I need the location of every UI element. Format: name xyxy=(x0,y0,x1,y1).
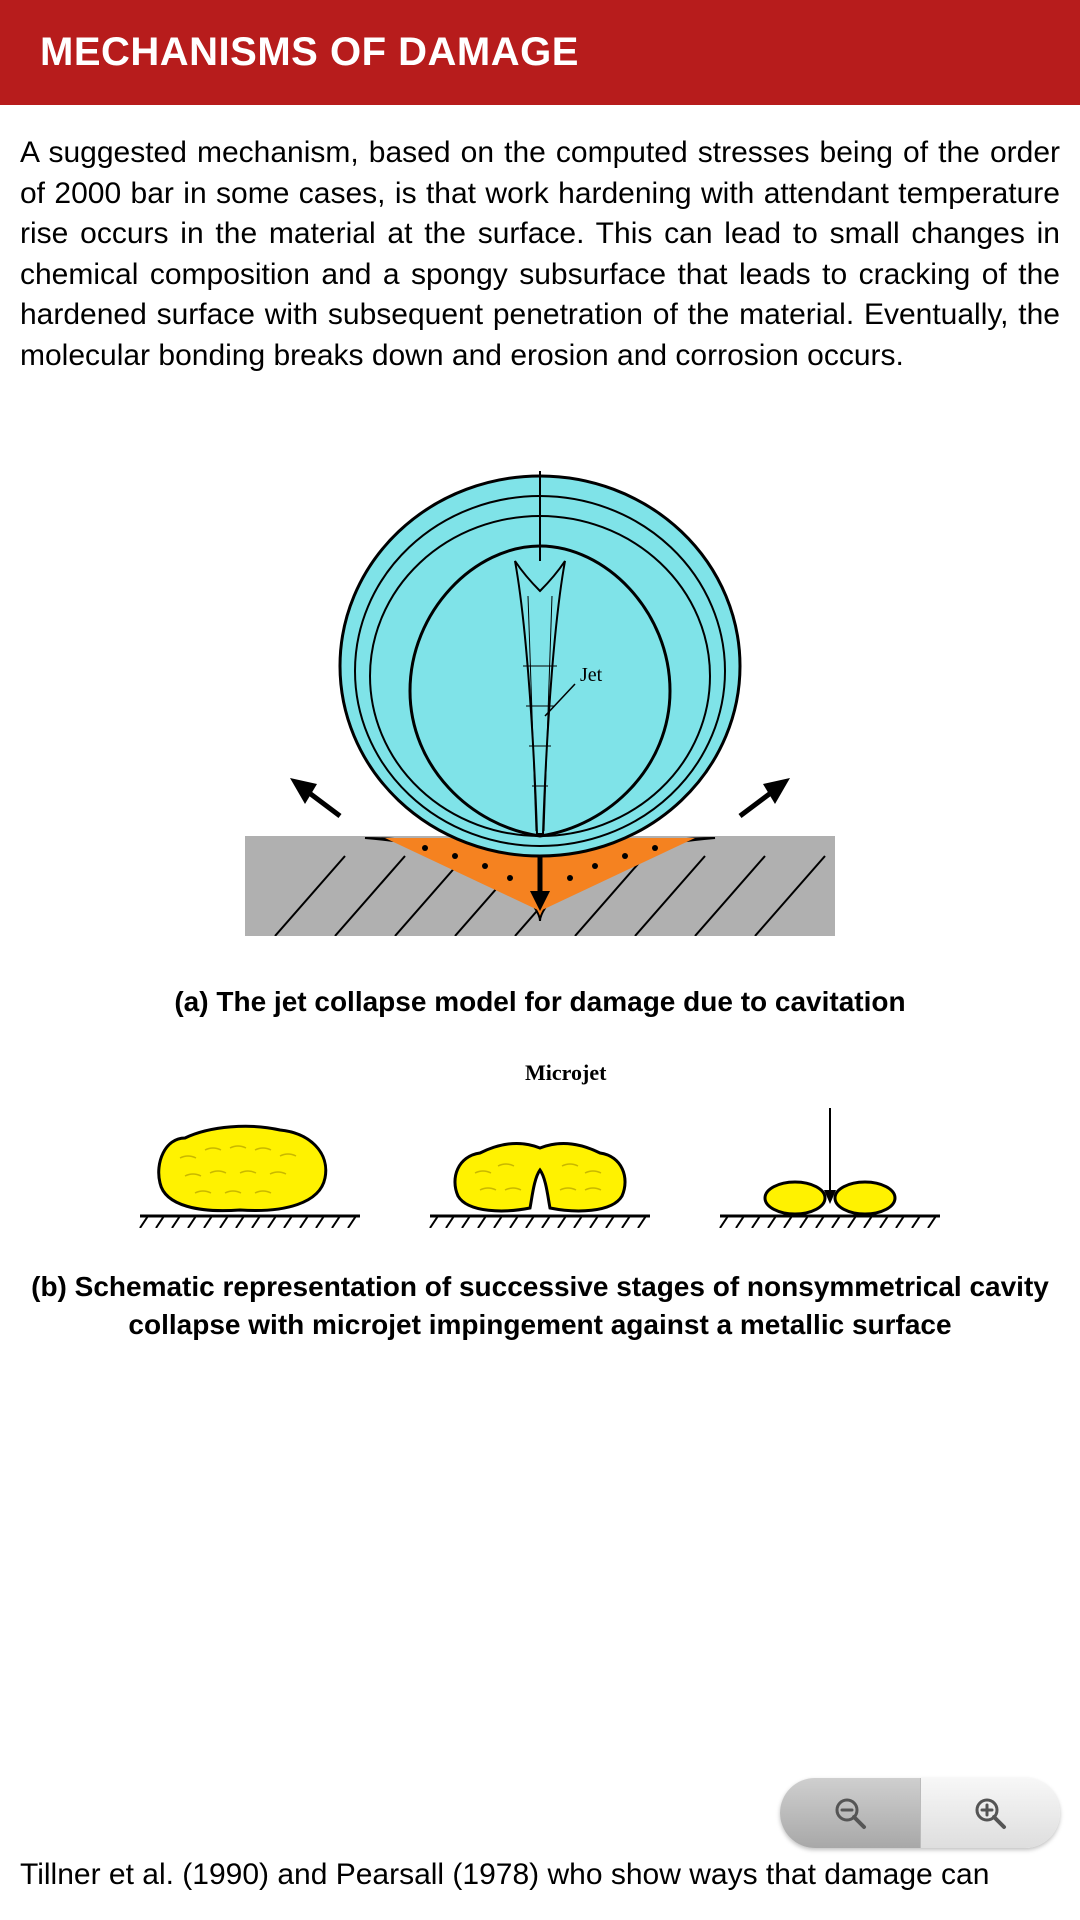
zoom-out-icon xyxy=(832,1795,868,1831)
stage-1 xyxy=(130,1078,370,1228)
page-header: MECHANISMS OF DAMAGE xyxy=(0,0,1080,105)
stage-3 xyxy=(710,1078,950,1228)
page-title: MECHANISMS OF DAMAGE xyxy=(40,30,1040,75)
intro-paragraph: A suggested mechanism, based on the comp… xyxy=(0,105,1080,376)
caption-a: (a) The jet collapse model for damage du… xyxy=(144,986,935,1018)
svg-text:Jet: Jet xyxy=(580,664,603,686)
zoom-in-button[interactable] xyxy=(920,1778,1061,1848)
stage-2 xyxy=(420,1078,660,1228)
caption-b: (b) Schematic representation of successi… xyxy=(0,1268,1080,1344)
zoom-control xyxy=(780,1778,1060,1848)
zoom-in-icon xyxy=(972,1795,1008,1831)
figure-jet-collapse: Jet xyxy=(245,466,835,936)
figure-microjet-stages: Microjet xyxy=(130,1068,950,1228)
zoom-out-button[interactable] xyxy=(780,1778,920,1848)
next-paragraph-fragment: Tillner et al. (1990) and Pearsall (1978… xyxy=(20,1858,1060,1892)
figures-container: Jet (a) The jet collapse model for damag… xyxy=(0,466,1080,1344)
